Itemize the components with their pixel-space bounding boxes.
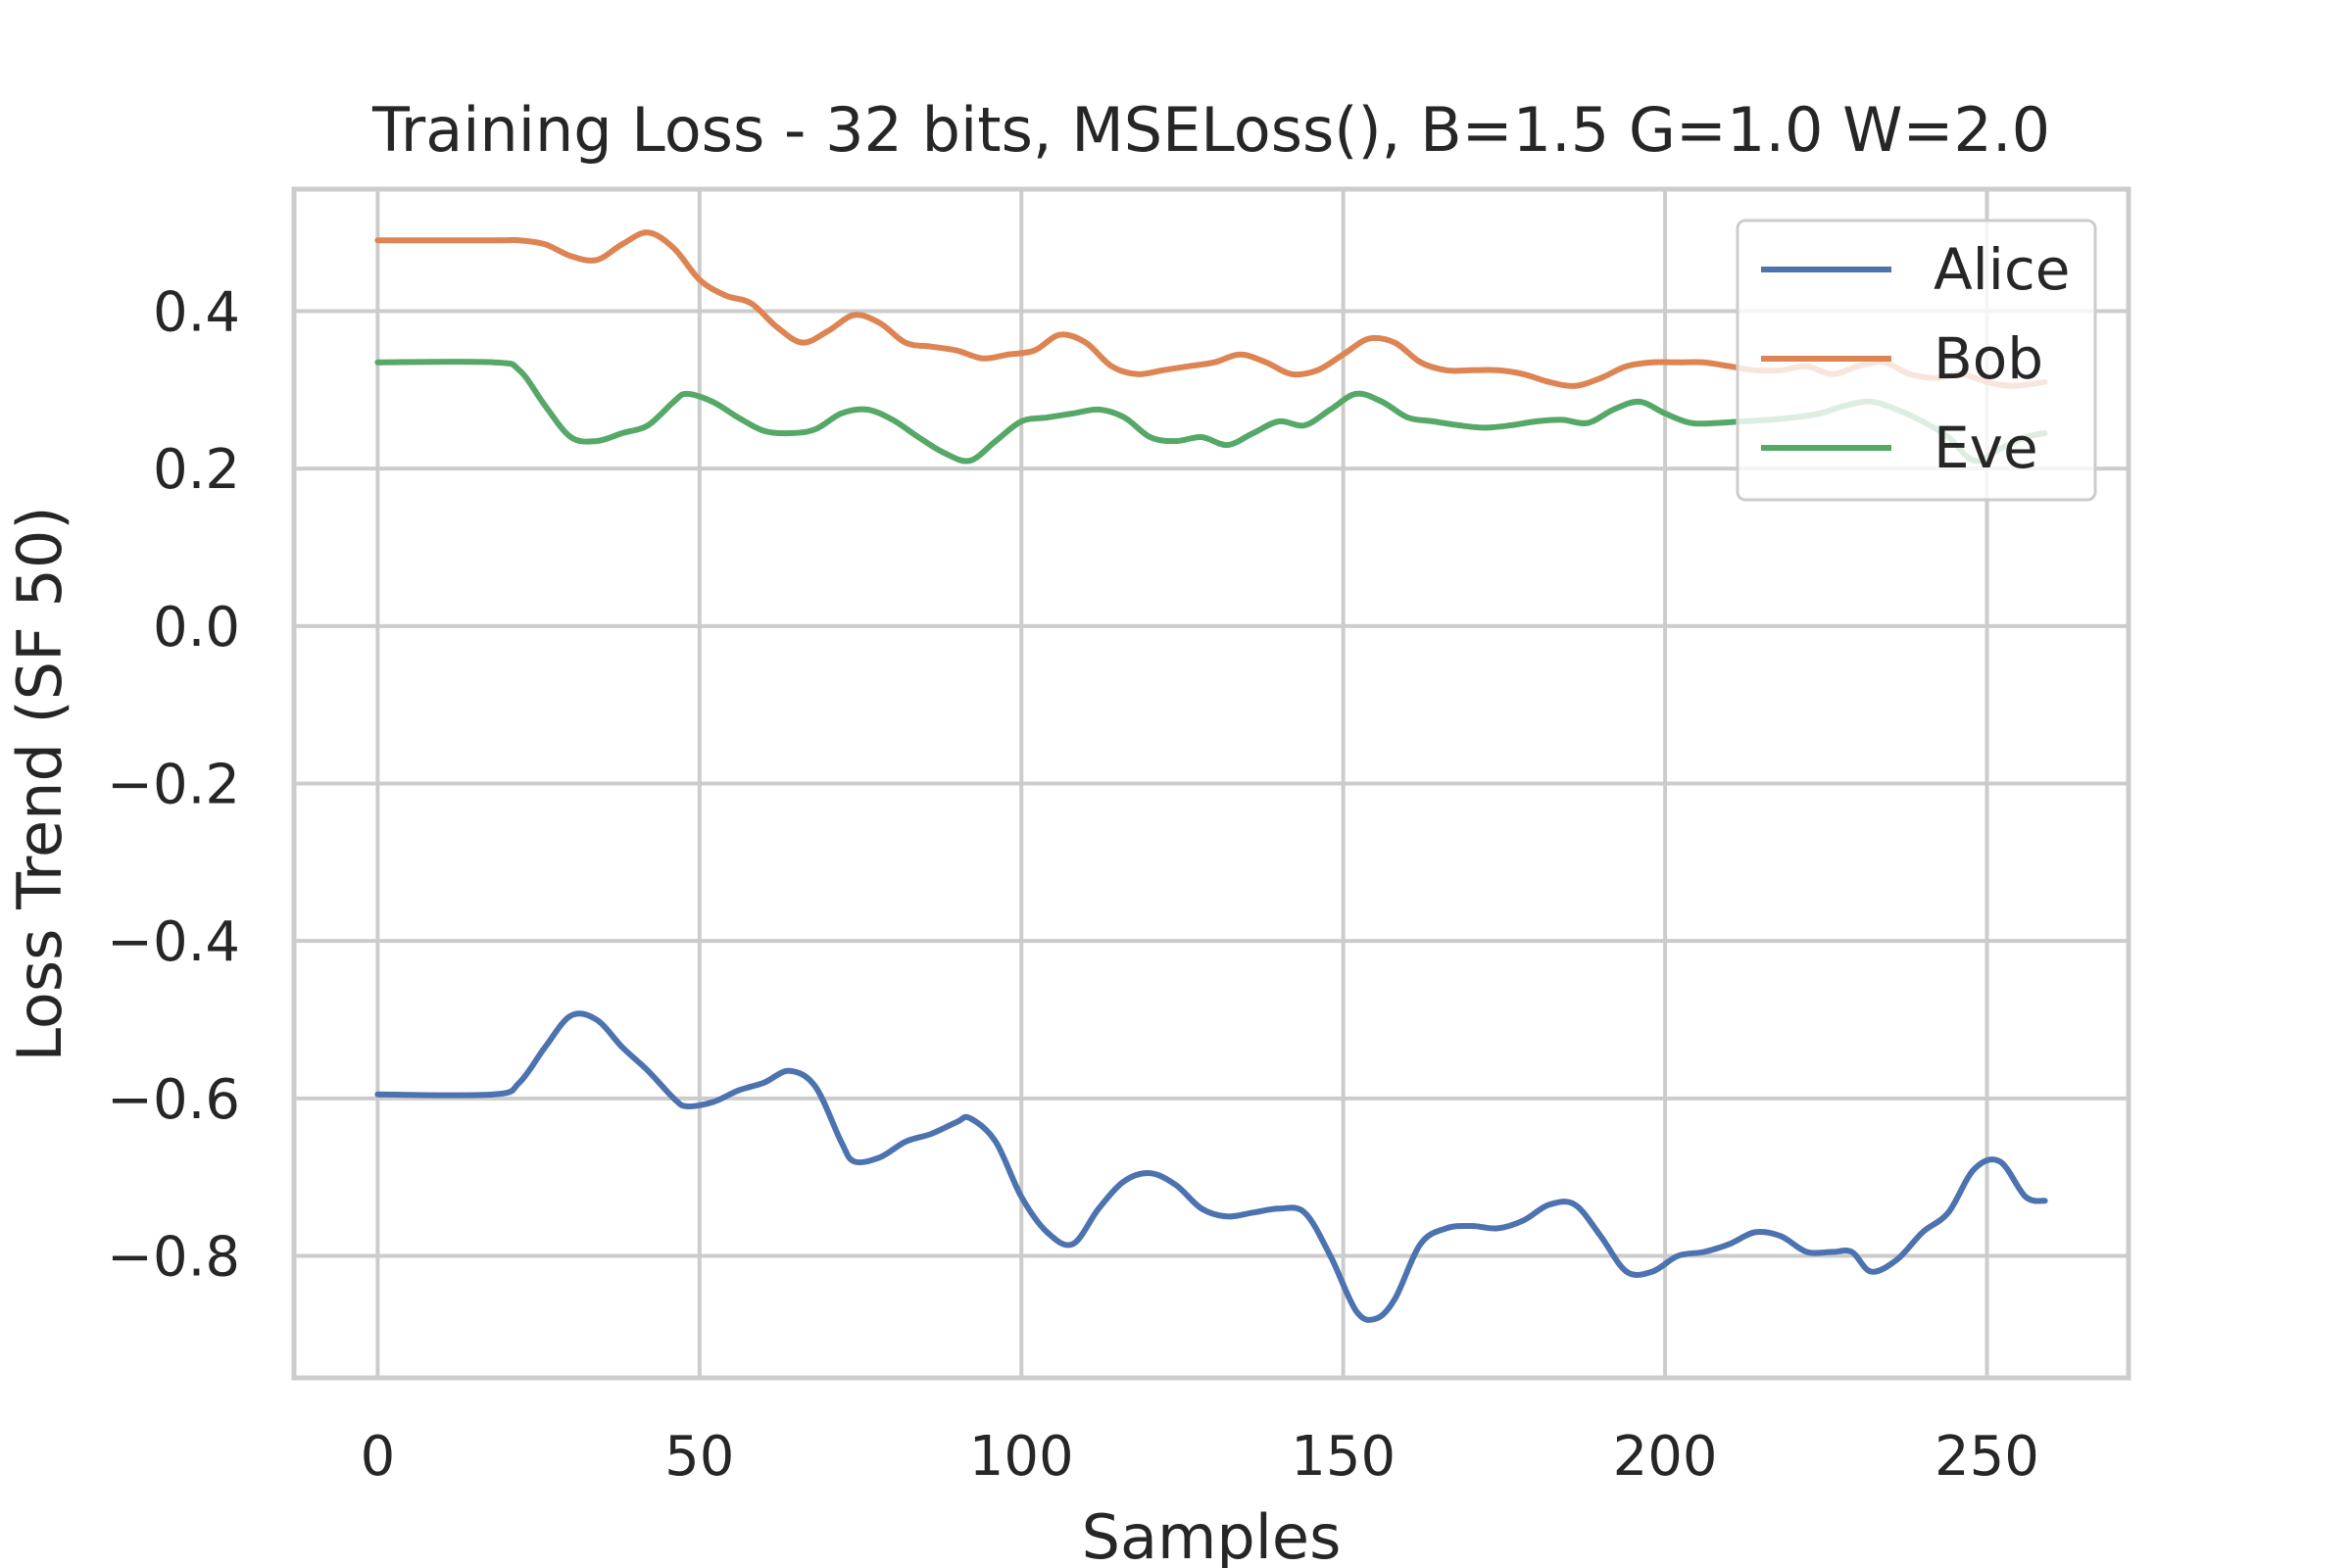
legend: Alice Bob Eve — [1736, 219, 2097, 502]
y-tick-label: 0.4 — [153, 281, 240, 345]
plot-frame — [291, 186, 2132, 1381]
series-line-alice — [374, 1010, 2048, 1323]
legend-label-alice: Alice — [1934, 236, 2070, 303]
y-tick-label: −0.4 — [107, 910, 240, 974]
y-tick-label: 0.2 — [153, 438, 240, 502]
x-axis-label: Samples — [1082, 1501, 1342, 1568]
y-tick-label: −0.8 — [107, 1225, 240, 1289]
x-tick-label: 100 — [969, 1425, 1074, 1489]
x-tick-label: 0 — [361, 1425, 396, 1489]
legend-box — [1736, 219, 2097, 502]
y-tick-label: 0.0 — [153, 596, 240, 660]
legend-label-bob: Bob — [1934, 325, 2043, 392]
legend-entries: Alice Bob Eve — [1761, 236, 2070, 481]
y-tick-label: −0.6 — [107, 1068, 240, 1132]
x-tick-label: 200 — [1613, 1425, 1718, 1489]
x-tick-labels: 0 50 100 150 200 250 — [361, 1425, 2039, 1489]
x-tick-label: 250 — [1935, 1425, 2039, 1489]
y-tick-label: −0.2 — [107, 754, 240, 817]
x-tick-label: 50 — [664, 1425, 734, 1489]
grid-lines — [294, 189, 2129, 1378]
legend-label-eve: Eve — [1934, 415, 2038, 481]
y-axis-label: Loss Trend (SF 50) — [4, 506, 75, 1061]
y-tick-labels: 0.4 0.2 0.0 −0.2 −0.4 −0.6 −0.8 — [107, 281, 240, 1290]
x-tick-label: 150 — [1291, 1425, 1396, 1489]
chart-title: Training Loss - 32 bits, MSELoss(), B=1.… — [371, 94, 2050, 166]
